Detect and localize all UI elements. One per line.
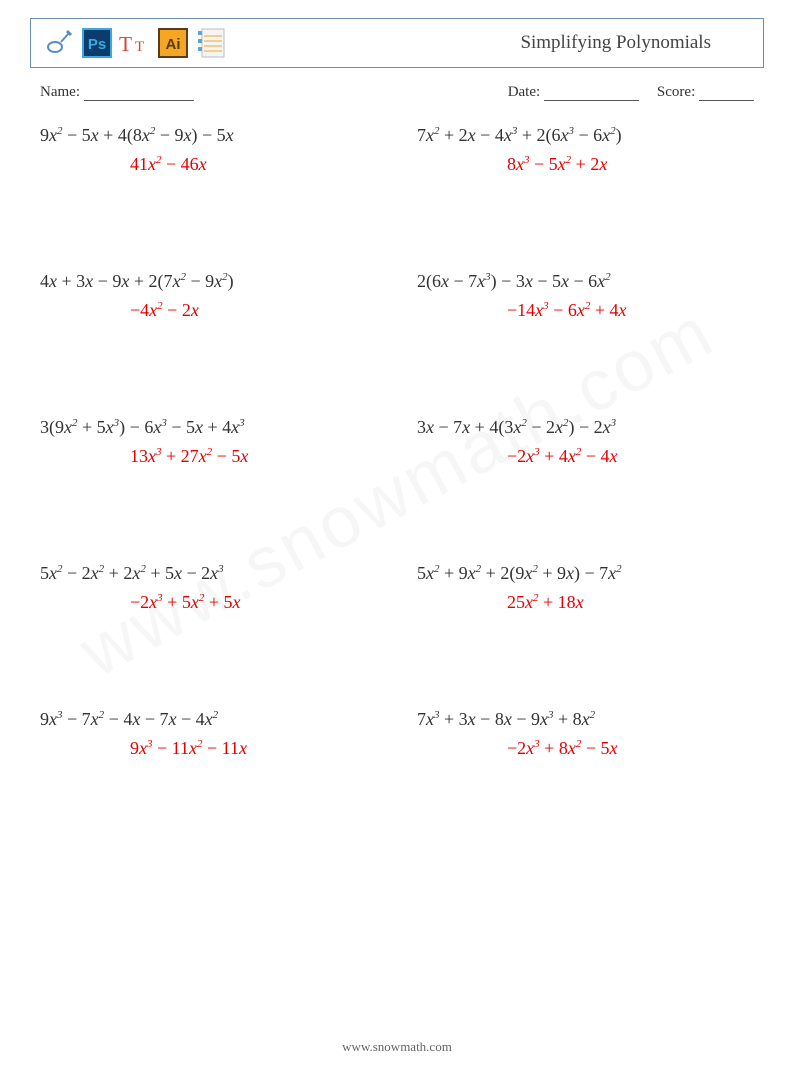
problem-expression: 2(6x − 7x3) − 3x − 5x − 6x2: [417, 271, 754, 292]
problems-grid: 9x2 − 5x + 4(8x2 − 9x) − 5x 41x2 − 46x 7x2…: [40, 125, 754, 855]
problem-6: 3x − 7x + 4(3x2 − 2x2) − 2x3 −2x3 + 4x2 −…: [417, 417, 754, 467]
problem-expression: 7x3 + 3x − 8x − 9x3 + 8x2: [417, 709, 754, 730]
problem-answer: 8x3 − 5x2 + 2x: [417, 154, 754, 175]
problem-answer: 25x2 + 18x: [417, 592, 754, 613]
problem-answer: −2x3 + 8x2 − 5x: [417, 738, 754, 759]
ai-icon: Ai: [157, 27, 189, 59]
name-label: Name:: [40, 84, 80, 100]
problem-2: 7x2 + 2x − 4x3 + 2(6x3 − 6x2) 8x3 − 5x2 +…: [417, 125, 754, 175]
problem-answer: 41x2 − 46x: [40, 154, 377, 175]
header-bar: Ps TT Ai Simplifying Polynomials: [30, 18, 764, 68]
problem-expression: 5x2 + 9x2 + 2(9x2 + 9x) − 7x2: [417, 563, 754, 584]
problem-expression: 4x + 3x − 9x + 2(7x2 − 9x2): [40, 271, 377, 292]
info-line: Name: Date: Score:: [40, 84, 754, 101]
problem-answer: −14x3 − 6x2 + 4x: [417, 300, 754, 321]
score-field: Score:: [657, 84, 754, 101]
problem-answer: 9x3 − 11x2 − 11x: [40, 738, 377, 759]
problem-expression: 9x2 − 5x + 4(8x2 − 9x) − 5x: [40, 125, 377, 146]
problem-7: 5x2 − 2x2 + 2x2 + 5x − 2x3 −2x3 + 5x2 + 5…: [40, 563, 377, 613]
svg-text:T: T: [135, 39, 144, 55]
svg-text:Ps: Ps: [88, 36, 106, 53]
problem-1: 9x2 − 5x + 4(8x2 − 9x) − 5x 41x2 − 46x: [40, 125, 377, 175]
problem-8: 5x2 + 9x2 + 2(9x2 + 9x) − 7x2 25x2 + 18x: [417, 563, 754, 613]
notebook-icon: [195, 27, 227, 59]
ps-icon: Ps: [81, 27, 113, 59]
problem-expression: 3x − 7x + 4(3x2 − 2x2) − 2x3: [417, 417, 754, 438]
problem-9: 9x3 − 7x2 − 4x − 7x − 4x2 9x3 − 11x2 − 11…: [40, 709, 377, 759]
problem-expression: 7x2 + 2x − 4x3 + 2(6x3 − 6x2): [417, 125, 754, 146]
problem-5: 3(9x2 + 5x3) − 6x3 − 5x + 4x3 13x3 + 27x2…: [40, 417, 377, 467]
date-field: Date:: [508, 84, 639, 101]
date-blank[interactable]: [544, 87, 639, 101]
problem-answer: −2x3 + 5x2 + 5x: [40, 592, 377, 613]
page-title: Simplifying Polynomials: [520, 32, 751, 54]
problem-answer: −4x2 − 2x: [40, 300, 377, 321]
name-field: Name:: [40, 84, 508, 101]
score-label: Score:: [657, 84, 695, 100]
name-blank[interactable]: [84, 87, 194, 101]
problem-4: 2(6x − 7x3) − 3x − 5x − 6x2 −14x3 − 6x2 +…: [417, 271, 754, 321]
problem-3: 4x + 3x − 9x + 2(7x2 − 9x2) −4x2 − 2x: [40, 271, 377, 321]
problem-expression: 9x3 − 7x2 − 4x − 7x − 4x2: [40, 709, 377, 730]
problem-answer: 13x3 + 27x2 − 5x: [40, 446, 377, 467]
svg-text:T: T: [119, 32, 132, 56]
problem-answer: −2x3 + 4x2 − 4x: [417, 446, 754, 467]
svg-text:Ai: Ai: [166, 36, 181, 53]
problem-10: 7x3 + 3x − 8x − 9x3 + 8x2 −2x3 + 8x2 − 5x: [417, 709, 754, 759]
date-label: Date:: [508, 84, 540, 100]
problem-expression: 3(9x2 + 5x3) − 6x3 − 5x + 4x3: [40, 417, 377, 438]
icon-strip: Ps TT Ai: [43, 27, 227, 59]
score-blank[interactable]: [699, 87, 754, 101]
pencil-icon: [43, 27, 75, 59]
tt-icon: TT: [119, 27, 151, 59]
problem-expression: 5x2 − 2x2 + 2x2 + 5x − 2x3: [40, 563, 377, 584]
